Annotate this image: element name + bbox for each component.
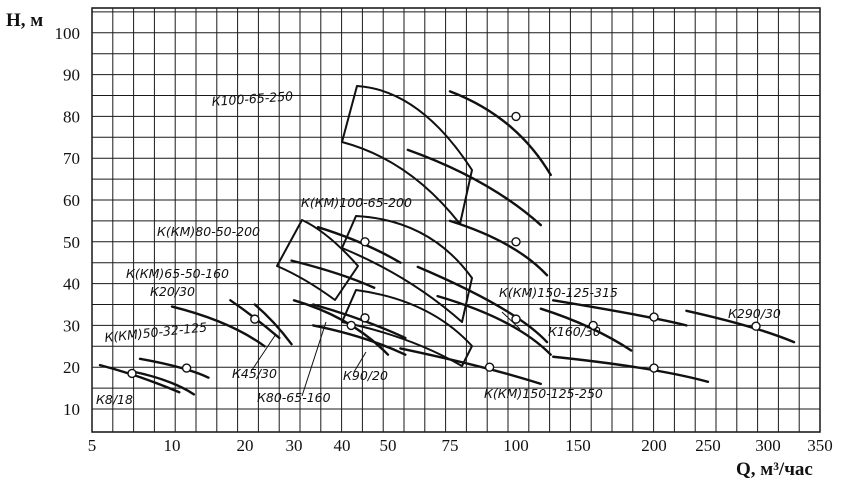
pump-label: К90/20	[343, 368, 388, 383]
x-tick-label: 50	[380, 436, 397, 455]
operating-point-marker	[360, 313, 370, 323]
zone-outline-k80-50-200	[276, 219, 359, 301]
y-tick-label: 10	[63, 400, 80, 419]
pump-curve-15	[448, 90, 552, 177]
pump-label: К80-65-160	[257, 390, 331, 405]
operating-point-marker	[250, 314, 260, 324]
label-leader-line	[301, 321, 327, 397]
pump-label: К(КМ)150-125-315	[499, 285, 618, 300]
pump-label: К160/30	[548, 324, 601, 339]
pump-curve-8	[312, 324, 407, 356]
y-tick-label: 60	[63, 191, 80, 210]
x-tick-label: 100	[503, 436, 529, 455]
label-leaders	[251, 311, 521, 397]
operating-point-marker	[127, 368, 137, 379]
y-axis-title: H, м	[6, 10, 43, 31]
y-tick-label: 80	[63, 107, 80, 126]
x-tick-label: 10	[164, 436, 181, 455]
y-tick-label: 70	[63, 149, 80, 168]
x-tick-label: 200	[641, 436, 667, 455]
pump-curve-3	[170, 305, 266, 348]
pump-curve-13	[416, 265, 549, 344]
zone-outline-k100-65-200-low	[341, 289, 473, 367]
operating-point-marker	[511, 314, 521, 324]
pump-label: К(КМ)150-125-250	[484, 386, 603, 401]
operating-point-marker	[181, 363, 192, 373]
pump-label: К20/30	[150, 284, 195, 299]
pump-labels: К8/18 К(КМ)50-32-125 К20/30 К(КМ)65-50-160 К…	[96, 88, 781, 407]
pump-curve-10	[290, 259, 376, 289]
y-tick-label: 50	[63, 233, 80, 252]
y-tick-label: 90	[63, 66, 80, 85]
operating-point-marker	[649, 312, 659, 322]
pump-label: К8/18	[96, 392, 133, 407]
pump-label: К(КМ)80-50-200	[157, 224, 260, 239]
x-tick-label: 250	[695, 436, 721, 455]
pump-curve-1	[130, 370, 196, 396]
pump-curve-2	[138, 357, 210, 379]
operating-point-marker	[751, 321, 761, 331]
pump-label: К(КМ)65-50-160	[126, 266, 229, 281]
pump-curve-7	[312, 303, 407, 340]
operating-point-marker	[360, 237, 370, 247]
operating-point-marker	[484, 362, 495, 372]
x-tick-label: 150	[565, 436, 591, 455]
pump-curve-12	[448, 219, 549, 277]
x-tick-label: 20	[237, 436, 254, 455]
pump-label: К(КМ)50-32-125	[104, 319, 208, 345]
operating-point-marker	[588, 320, 598, 331]
label-leader-line	[353, 351, 367, 373]
zone-outline-k100-65-250	[341, 85, 473, 225]
pump-label: К100-65-250	[211, 88, 293, 109]
y-axis-ticks: 10 20 30 40 50 60 70 80 90 100	[55, 24, 81, 419]
operating-point-marker	[511, 111, 521, 122]
x-tick-label: 5	[88, 436, 97, 455]
pump-zone-outlines	[276, 85, 473, 367]
pump-curve-11	[399, 347, 542, 386]
operating-point-marker	[649, 363, 659, 373]
pump-curve-0	[98, 363, 181, 394]
label-leader-line	[501, 311, 521, 330]
y-tick-label: 40	[63, 275, 80, 294]
y-tick-label: 30	[63, 316, 80, 335]
pump-curve-20	[685, 309, 796, 344]
pump-label: К290/30	[728, 306, 781, 321]
pump-curve-6	[292, 299, 390, 356]
zone-outline-k100-65-200	[341, 215, 473, 323]
operating-point-marker	[346, 320, 356, 331]
x-tick-label: 40	[334, 436, 351, 455]
x-tick-label: 300	[755, 436, 781, 455]
pump-curve-14	[436, 294, 552, 356]
x-tick-label: 30	[286, 436, 303, 455]
x-tick-label: 350	[807, 436, 833, 455]
pump-curves	[98, 90, 796, 396]
x-tick-label: 75	[442, 436, 459, 455]
pump-label: К(КМ)100-65-200	[301, 195, 412, 210]
y-tick-label: 100	[55, 24, 81, 43]
operating-points	[127, 111, 761, 379]
operating-point-marker	[511, 237, 521, 247]
y-tick-label: 20	[63, 358, 80, 377]
pump-curve-5	[253, 303, 293, 346]
pump-curve-16	[406, 148, 542, 227]
label-leader-line	[251, 333, 277, 371]
pump-curve-19	[552, 355, 710, 384]
x-axis-title: Q, м³/час	[736, 459, 813, 480]
pump-curve-9	[316, 225, 402, 264]
pump-curve-17	[552, 299, 688, 327]
x-axis-ticks: 5 10 20 30 40 50 75 100 150 200 250 300 350	[88, 436, 833, 455]
pump-label: К45/30	[232, 366, 277, 381]
